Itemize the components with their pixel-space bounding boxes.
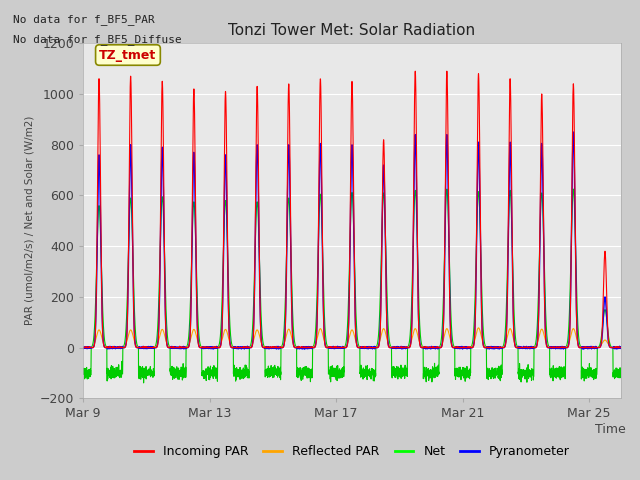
Incoming PAR [79,345,87,350]
Incoming PAR [617,345,625,350]
Net [617,371,625,377]
Reflected PAR [79,345,87,350]
Y-axis label: PAR (umol/m2/s) / Net and Solar (W/m2): PAR (umol/m2/s) / Net and Solar (W/m2) [24,116,35,325]
Line: Reflected PAR: Reflected PAR [83,328,621,348]
Line: Pyranometer: Pyranometer [83,132,621,349]
Pyranometer [129,215,136,220]
Pyranometer [79,346,87,351]
Incoming PAR [463,345,471,350]
Incoming PAR [165,345,173,350]
Reflected PAR [129,330,136,336]
Net [463,370,471,376]
Incoming PAR [129,183,136,189]
Pyranometer [404,345,412,350]
Reflected PAR [617,345,625,350]
Net [129,226,136,232]
Net [570,186,577,192]
Incoming PAR [443,68,451,74]
X-axis label: Time: Time [595,423,625,436]
Pyranometer [463,346,471,351]
Pyranometer [165,345,173,350]
Pyranometer [191,204,199,210]
Title: Tonzi Tower Met: Solar Radiation: Tonzi Tower Met: Solar Radiation [228,23,476,38]
Incoming PAR [191,169,199,175]
Text: No data for f_BF5_Diffuse: No data for f_BF5_Diffuse [13,34,182,45]
Pyranometer [410,219,417,225]
Reflected PAR [191,329,199,335]
Pyranometer [617,345,625,351]
Reflected PAR [463,345,471,350]
Pyranometer [210,346,218,352]
Text: No data for f_BF5_PAR: No data for f_BF5_PAR [13,14,154,25]
Net [404,344,412,350]
Line: Net: Net [83,189,621,383]
Reflected PAR [475,325,483,331]
Incoming PAR [404,345,412,350]
Net [79,369,87,374]
Reflected PAR [404,344,412,350]
Incoming PAR [410,208,417,214]
Line: Incoming PAR: Incoming PAR [83,71,621,348]
Reflected PAR [165,344,173,349]
Text: TZ_tmet: TZ_tmet [99,48,157,61]
Net [191,226,199,231]
Net [140,380,147,386]
Net [410,225,417,231]
Pyranometer [570,129,577,135]
Legend: Incoming PAR, Reflected PAR, Net, Pyranometer: Incoming PAR, Reflected PAR, Net, Pyrano… [129,440,575,463]
Net [165,343,173,348]
Reflected PAR [410,330,417,336]
